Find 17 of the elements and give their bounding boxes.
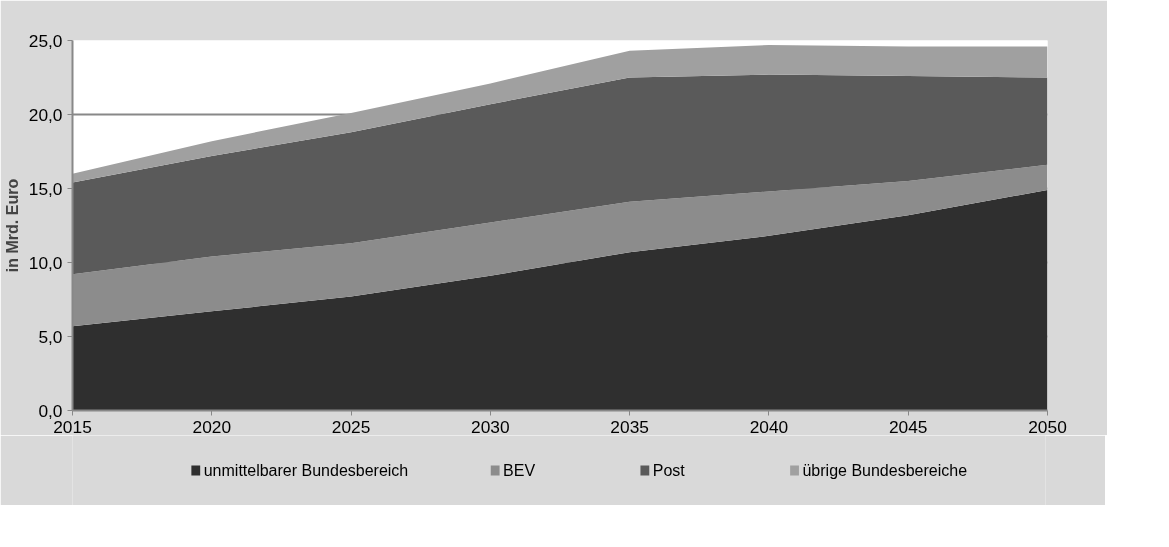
x-tick-label: 2020 bbox=[192, 416, 232, 437]
y-tick-label: 20,0 bbox=[28, 104, 63, 125]
x-tick-label: 2025 bbox=[331, 416, 371, 437]
legend-label: BEV bbox=[503, 462, 536, 479]
x-tick-label: 2045 bbox=[888, 416, 928, 437]
x-tick-label: 2030 bbox=[471, 416, 510, 437]
y-tick-label: 10,0 bbox=[28, 252, 63, 273]
legend-label: unmittelbarer Bundesbereich bbox=[203, 462, 409, 479]
y-axis-title: in Mrd. Euro bbox=[3, 178, 21, 273]
legend-label: übrige Bundesbereiche bbox=[802, 462, 968, 479]
x-tick-label: 2050 bbox=[1028, 416, 1067, 437]
x-tick-label: 2035 bbox=[610, 416, 649, 437]
x-tick-label: 2040 bbox=[749, 416, 789, 437]
y-tick-label: 15,0 bbox=[28, 178, 63, 199]
y-tick-label: 25,0 bbox=[28, 30, 63, 51]
y-tick-label: 5,0 bbox=[38, 326, 63, 347]
legend-label: Post bbox=[652, 462, 686, 479]
